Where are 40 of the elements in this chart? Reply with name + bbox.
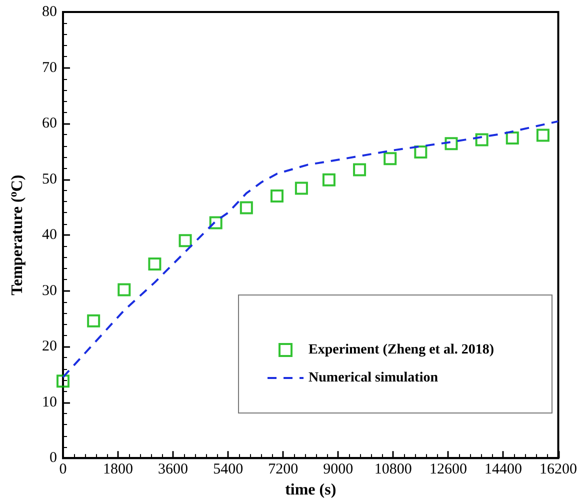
- point: [475, 133, 488, 146]
- legend-label: Numerical simulation: [308, 370, 438, 386]
- x-tick-label: 16200: [540, 462, 577, 478]
- point: [56, 374, 70, 388]
- point: [118, 283, 131, 296]
- y-tick-label: 0: [50, 450, 57, 466]
- x-tick-label: 9000: [323, 462, 354, 478]
- y-tick-label: 50: [42, 171, 57, 188]
- x-tick-label: 12600: [429, 462, 467, 478]
- point: [444, 137, 458, 150]
- point: [178, 234, 192, 248]
- point: [87, 314, 100, 328]
- y-tick-label: 60: [42, 116, 57, 132]
- y-tick-label: 80: [42, 4, 57, 20]
- point: [384, 152, 397, 166]
- x-tick-label: 10800: [374, 462, 412, 478]
- point: [294, 182, 308, 195]
- y-tick-label: 70: [42, 60, 57, 76]
- y-tick-label: 40: [42, 227, 57, 244]
- point: [209, 216, 222, 230]
- legend-label: Experiment (Zheng et al. 2018): [308, 342, 494, 358]
- y-axis-title: Temperature (oC): [8, 174, 26, 296]
- point: [270, 190, 284, 203]
- y-tick-label: 30: [42, 282, 57, 299]
- x-tick-label: 1800: [103, 462, 134, 478]
- x-tick-label: 0: [59, 462, 67, 478]
- y-tick-label: 10: [42, 394, 57, 410]
- x-axis-title: time (s): [285, 482, 336, 498]
- y-tick-label: 20: [42, 338, 57, 355]
- x-tick-label: 7200: [268, 462, 298, 478]
- point: [414, 145, 428, 158]
- point: [240, 201, 253, 214]
- point: [536, 128, 550, 142]
- point: [506, 132, 519, 145]
- point: [322, 173, 336, 186]
- x-tick-label: 14400: [484, 462, 522, 478]
- point: [148, 258, 162, 271]
- x-tick-label: 5400: [213, 462, 244, 478]
- x-tick-label: 3600: [158, 462, 188, 478]
- point: [353, 163, 366, 176]
